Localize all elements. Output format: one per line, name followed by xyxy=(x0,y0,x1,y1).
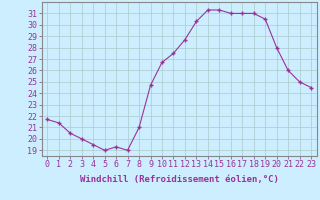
X-axis label: Windchill (Refroidissement éolien,°C): Windchill (Refroidissement éolien,°C) xyxy=(80,175,279,184)
